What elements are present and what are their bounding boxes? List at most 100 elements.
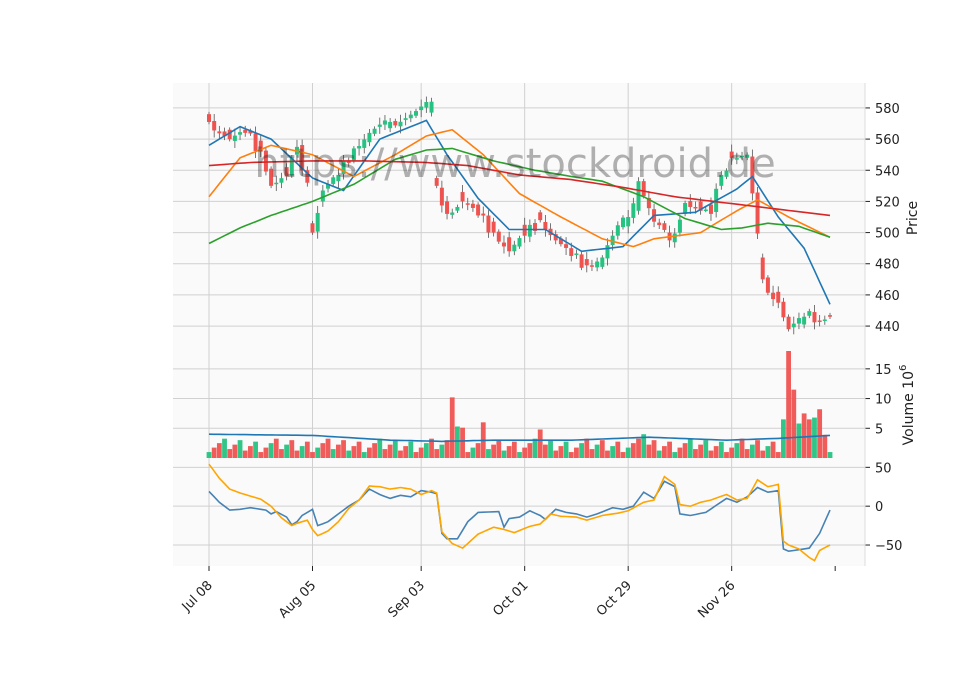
candle-body (424, 102, 429, 108)
volume-axis-label: Volume 106 (898, 365, 917, 446)
candle-body (688, 201, 693, 207)
osc-y-tick-label: −50 (875, 539, 902, 554)
volume-bar (263, 447, 269, 458)
volume-bar (755, 440, 760, 458)
candle-body (263, 150, 268, 172)
volume-bar (739, 438, 745, 458)
volume-bar (496, 440, 502, 458)
moving-average-line (208, 128, 831, 248)
candle-body (812, 312, 817, 323)
candle-body (310, 223, 315, 233)
volume-bar (724, 452, 729, 458)
volume-bar (605, 450, 610, 458)
volume-y-tick-label: 5 (875, 422, 883, 437)
volume-bar (491, 444, 497, 458)
candle-body (320, 190, 325, 202)
candle-body (243, 129, 248, 133)
candle-body (621, 217, 625, 228)
volume-bar (517, 452, 522, 458)
volume-bar (242, 450, 248, 458)
volume-bar (289, 440, 295, 458)
volume-bar (408, 441, 414, 458)
volume-bar (320, 443, 326, 458)
volume-bar (693, 449, 698, 458)
volume-bar (801, 413, 807, 458)
volume-bar (279, 449, 284, 458)
candle-body (512, 244, 517, 252)
volume-bar (315, 447, 321, 458)
osc-panel-background (173, 458, 865, 566)
volume-bar (687, 438, 693, 458)
volume-bar (372, 443, 377, 458)
volume-bar (434, 449, 440, 458)
volume-bar (506, 446, 512, 458)
candle-body (693, 206, 698, 209)
candle-body (398, 121, 403, 127)
candle-body (610, 235, 615, 246)
candle-body (450, 212, 455, 215)
candle-body (734, 158, 739, 160)
volume-bar (486, 449, 491, 458)
volume-bar (310, 452, 315, 458)
candle-body (357, 146, 362, 149)
candle-body (574, 253, 579, 256)
candle-body (703, 209, 708, 212)
volume-y-tick-label: 10 (875, 393, 892, 408)
candle-body (683, 202, 688, 214)
volume-bar (796, 423, 802, 458)
volume-bar (615, 441, 621, 458)
candle-body (605, 245, 610, 259)
volume-bar (708, 450, 714, 458)
volume-bar (698, 444, 704, 458)
volume-bar (377, 438, 383, 458)
volume-bar (734, 443, 740, 458)
volume-bar (786, 351, 791, 458)
volume-bar (367, 447, 372, 458)
candle-body (279, 178, 284, 183)
candle-body (579, 254, 584, 268)
volume-bar (532, 438, 538, 458)
candle-body (802, 316, 807, 325)
candle-body (496, 231, 501, 242)
volume-bar (599, 440, 605, 458)
candle-body (615, 225, 620, 236)
volume-bar (620, 452, 626, 458)
volume-bar (822, 434, 828, 458)
candle-body (465, 203, 470, 205)
candle-body (470, 203, 475, 208)
volume-bar (439, 444, 445, 458)
candle-body (724, 170, 729, 177)
candle-body (419, 106, 424, 111)
volume-bar (299, 446, 305, 458)
volume-bar (346, 450, 352, 458)
price-axis-label: Price (905, 201, 921, 235)
candle-body (791, 323, 796, 328)
candle-body (377, 124, 382, 127)
volume-bar (677, 447, 683, 458)
candle-body (336, 174, 341, 182)
volume-bar (537, 429, 543, 458)
price-panel-background (173, 83, 865, 351)
moving-average-line (208, 119, 831, 305)
candle-body (460, 192, 465, 202)
volume-bar (775, 452, 781, 458)
candle-body (527, 224, 532, 237)
candle-body (553, 234, 558, 241)
volume-bar (232, 444, 238, 458)
volume-bar (206, 452, 212, 458)
candle-body (533, 223, 538, 231)
volume-bar (812, 417, 817, 458)
watermark: https://www.stockdroid.de (254, 141, 775, 187)
candle-body (227, 129, 232, 140)
volume-bar (501, 450, 507, 458)
candle-body (258, 140, 263, 152)
volume-average-line (208, 433, 831, 443)
volume-bar (403, 446, 409, 458)
candle-body (331, 177, 336, 184)
candle-body (403, 118, 408, 120)
volume-bar (470, 447, 476, 458)
volume-bar (216, 443, 222, 458)
volume-bar (610, 446, 616, 458)
candle-body (362, 139, 367, 148)
volume-bar (330, 449, 336, 458)
